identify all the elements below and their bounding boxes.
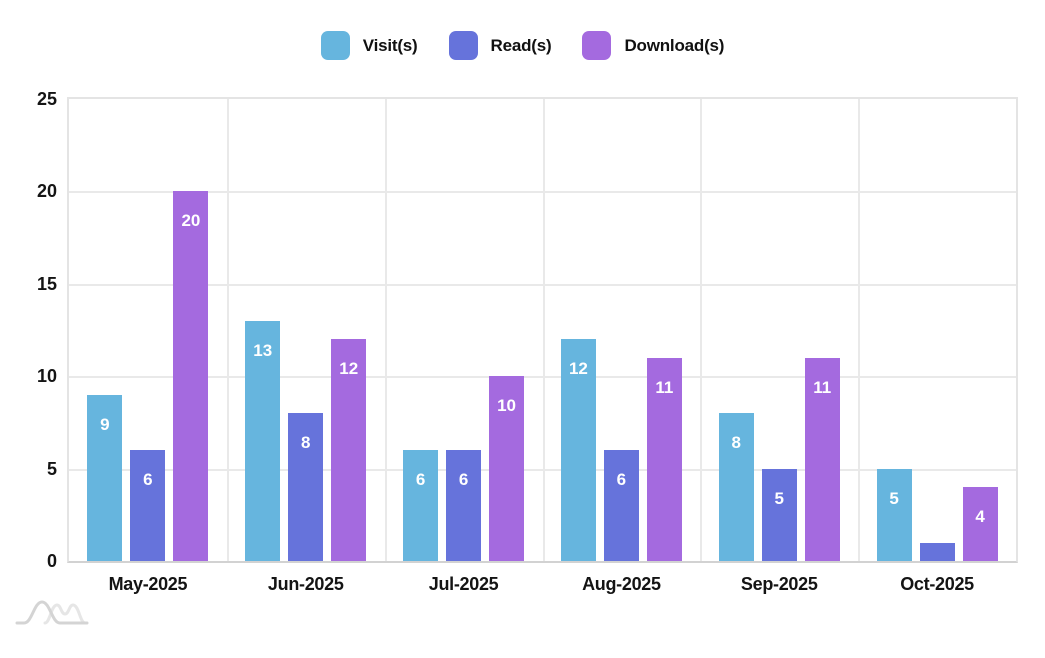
bar-value-label: 5 xyxy=(774,488,784,508)
bar-value-label: 6 xyxy=(616,470,627,490)
bar-visit-s-jul-2025[interactable]: 6 xyxy=(403,450,439,561)
x-axis-label-oct-2025: Oct-2025 xyxy=(900,574,974,594)
bar-value-label: 6 xyxy=(143,470,153,490)
legend-item-visits[interactable]: Visit(s) xyxy=(320,31,418,60)
bar-visit-s-aug-2025[interactable]: 12 xyxy=(560,339,596,561)
bar-download-s-jul-2025[interactable]: 10 xyxy=(489,376,525,561)
bar-download-s-may-2025[interactable]: 20 xyxy=(173,191,209,561)
legend-label-downloads: Download(s) xyxy=(624,35,725,55)
gridline-vertical xyxy=(858,99,861,561)
x-axis-label-sep-2025: Sep-2025 xyxy=(740,574,818,594)
y-axis-label-20: 20 xyxy=(36,181,57,202)
downloads-swatch-icon xyxy=(582,31,612,60)
bar-value-label: 9 xyxy=(100,414,110,434)
gridline-vertical xyxy=(226,99,229,561)
plot-area: 9 6 20 13 8 12 6 6 10 12 6 11 8 5 11 5 4 xyxy=(67,97,1018,563)
watermark-logo-icon xyxy=(15,600,89,625)
y-axis-label-0: 0 xyxy=(46,551,57,571)
bar-download-s-jun-2025[interactable]: 12 xyxy=(331,339,367,561)
bar-value-label: 11 xyxy=(655,377,674,397)
y-axis-label-10: 10 xyxy=(36,366,57,387)
bar-group-jun-2025: 13 8 12 xyxy=(227,99,385,561)
bar-value-label: 13 xyxy=(253,340,273,360)
bar-visit-s-jun-2025[interactable]: 13 xyxy=(245,320,281,561)
bar-group-jul-2025: 6 6 10 xyxy=(385,99,543,561)
bar-read-s-may-2025[interactable]: 6 xyxy=(130,450,166,561)
bar-read-s-jul-2025[interactable]: 6 xyxy=(446,450,482,561)
legend-item-downloads[interactable]: Download(s) xyxy=(582,31,724,60)
gridline-vertical xyxy=(542,99,545,561)
bar-read-s-oct-2025[interactable] xyxy=(919,542,955,561)
legend-label-visits: Visit(s) xyxy=(362,35,418,55)
bar-value-label: 8 xyxy=(731,433,741,453)
bar-visit-s-may-2025[interactable]: 9 xyxy=(87,394,123,561)
legend-label-reads: Read(s) xyxy=(490,35,552,55)
gridline-vertical xyxy=(700,99,703,561)
bar-value-label: 12 xyxy=(339,359,359,379)
legend-item-reads[interactable]: Read(s) xyxy=(448,31,552,60)
x-axis-label-aug-2025: Aug-2025 xyxy=(582,574,661,594)
y-axis-label-15: 15 xyxy=(36,273,57,294)
bar-group-sep-2025: 8 5 11 xyxy=(700,99,858,561)
bar-visit-s-oct-2025[interactable]: 5 xyxy=(876,468,912,561)
bar-group-aug-2025: 12 6 11 xyxy=(543,99,701,561)
x-axis-label-jun-2025: Jun-2025 xyxy=(267,574,344,594)
visits-swatch-icon xyxy=(320,31,350,60)
bar-value-label: 10 xyxy=(497,396,517,416)
bar-read-s-aug-2025[interactable]: 6 xyxy=(603,450,639,561)
bar-value-label: 6 xyxy=(458,470,469,490)
bar-value-label: 8 xyxy=(301,433,311,453)
x-axis-label-may-2025: May-2025 xyxy=(108,574,188,594)
bar-value-label: 12 xyxy=(568,359,588,379)
y-axis-label-25: 25 xyxy=(36,89,57,109)
gridline-vertical xyxy=(384,99,387,561)
y-axis-label-5: 5 xyxy=(46,458,57,479)
bar-value-label: 11 xyxy=(813,377,832,397)
bar-download-s-aug-2025[interactable]: 11 xyxy=(646,357,682,561)
bar-group-may-2025: 9 6 20 xyxy=(69,99,227,561)
bar-read-s-jun-2025[interactable]: 8 xyxy=(288,413,324,561)
bar-read-s-sep-2025[interactable]: 5 xyxy=(761,468,797,561)
reads-swatch-icon xyxy=(448,31,478,60)
bar-download-s-sep-2025[interactable]: 11 xyxy=(804,357,840,561)
bar-download-s-oct-2025[interactable]: 4 xyxy=(962,487,998,561)
bar-visit-s-sep-2025[interactable]: 8 xyxy=(718,413,754,561)
bar-value-label: 20 xyxy=(181,211,201,231)
bar-value-label: 5 xyxy=(889,488,899,508)
x-axis-label-jul-2025: Jul-2025 xyxy=(428,574,499,594)
bar-value-label: 6 xyxy=(415,470,426,490)
chart-legend: Visit(s) Read(s) Download(s) xyxy=(0,31,1045,60)
bar-value-label: 4 xyxy=(975,507,985,527)
